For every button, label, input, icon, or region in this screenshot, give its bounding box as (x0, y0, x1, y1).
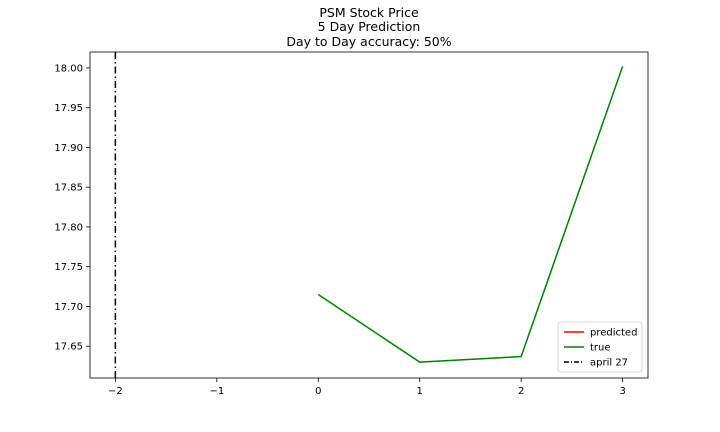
y-tick-label: 17.65 (54, 342, 83, 353)
series-line-true (317, 66, 624, 363)
x-tick-label: 1 (417, 386, 423, 397)
y-tick-label: 18.00 (54, 63, 83, 74)
x-tick-label: −1 (209, 386, 224, 397)
y-tick-label: 17.85 (54, 183, 83, 194)
chart-title-line-1: PSM Stock Price (319, 5, 419, 20)
legend-label: true (590, 343, 611, 354)
legend-label: predicted (590, 328, 637, 339)
y-tick-label: 17.70 (54, 302, 83, 313)
x-tick-label: 0 (315, 386, 321, 397)
chart-title: PSM Stock Price 5 Day Prediction Day to … (286, 5, 451, 49)
y-tick-label: 17.90 (54, 143, 83, 154)
y-tick-label: 17.75 (54, 262, 83, 273)
chart-title-line-3: Day to Day accuracy: 50% (286, 34, 451, 49)
legend-label: april 27 (590, 358, 628, 369)
x-tick-label: −2 (108, 386, 123, 397)
y-tick-label: 17.95 (54, 103, 83, 114)
y-tick-label: 17.80 (54, 222, 83, 233)
plot-frame (89, 51, 649, 379)
x-tick-label: 3 (619, 386, 625, 397)
chart-title-line-2: 5 Day Prediction (318, 19, 421, 34)
legend (557, 321, 643, 373)
x-tick-label: 2 (518, 386, 524, 397)
